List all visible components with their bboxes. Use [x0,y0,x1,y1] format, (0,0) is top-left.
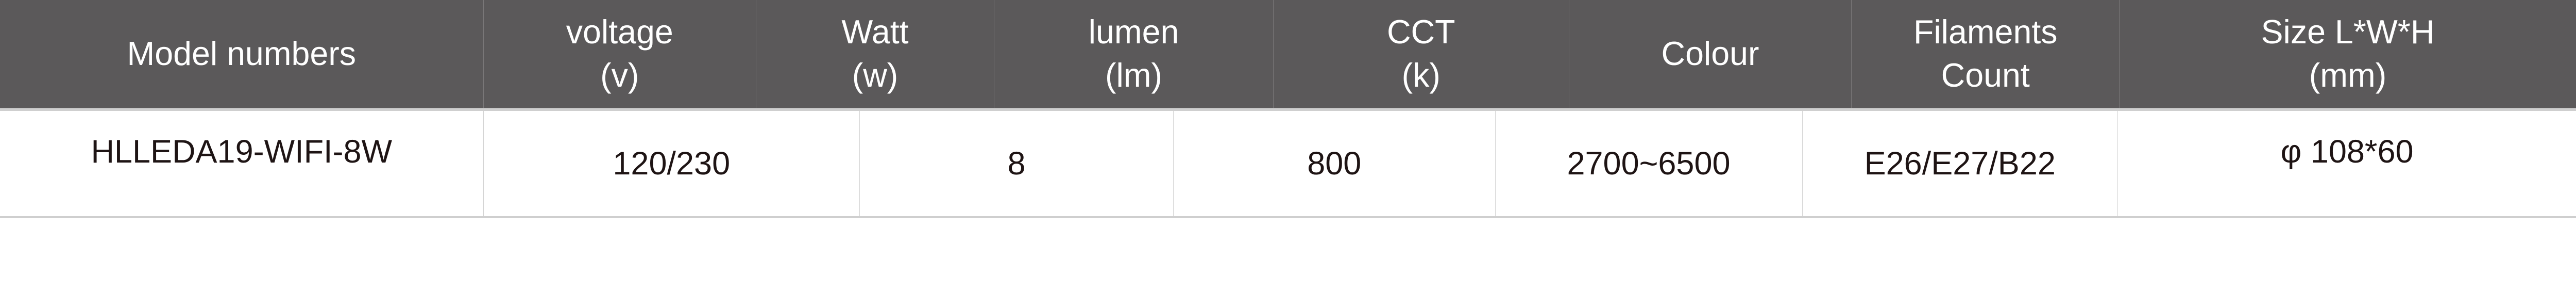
header-voltage: voltage (v) [483,0,756,108]
cell-cct: 2700~6500 [1495,110,1802,216]
header-watt: Watt (w) [756,0,994,108]
header-unit: (v) [600,57,639,94]
header-label: CCT [1386,13,1455,51]
header-model-numbers: Model numbers [0,0,483,108]
cell-size: φ 108*60 [2117,110,2576,216]
table-row: HLLEDA19-WIFI-8W 120/230 8 800 2700~6500… [0,110,2576,216]
header-label: Size L*W*H [2261,13,2435,51]
header-unit: (k) [1401,57,1440,94]
header-label: Model numbers [127,35,357,73]
cell-text: E26/E27/B22 [1864,145,2056,182]
header-size: Size L*W*H (mm) [2119,0,2576,108]
header-label: Filaments [1913,13,2058,51]
header-lumen: lumen (lm) [994,0,1273,108]
header-label-2: Count [1941,57,2030,94]
table-bottom-border [0,216,2576,218]
header-label: Watt [841,13,909,51]
cell-base: E26/E27/B22 [1802,110,2118,216]
cell-text: HLLEDA19-WIFI-8W [91,134,393,170]
header-filaments-count: Filaments Count [1851,0,2119,108]
header-label: voltage [566,13,673,51]
cell-text: 800 [1307,145,1362,182]
cell-text: 8 [1007,145,1026,182]
cell-text: 2700~6500 [1567,145,1731,182]
cell-text: φ 108*60 [2280,134,2414,170]
cell-voltage: 120/230 [483,110,860,216]
header-unit: (mm) [2309,57,2387,94]
cell-watt: 8 [859,110,1173,216]
header-unit: (w) [852,57,899,94]
cell-model-number: HLLEDA19-WIFI-8W [0,111,483,216]
header-cct: CCT (k) [1273,0,1569,108]
header-label: lumen [1088,13,1179,51]
cell-text: 120/230 [613,145,731,182]
cell-lumen: 800 [1173,110,1495,216]
header-divider [0,107,2576,111]
header-label: Colour [1661,35,1759,73]
table-header: Model numbers voltage (v) Watt (w) lumen (l… [0,0,2576,108]
header-colour: Colour [1568,0,1852,108]
header-unit: (lm) [1105,57,1163,94]
